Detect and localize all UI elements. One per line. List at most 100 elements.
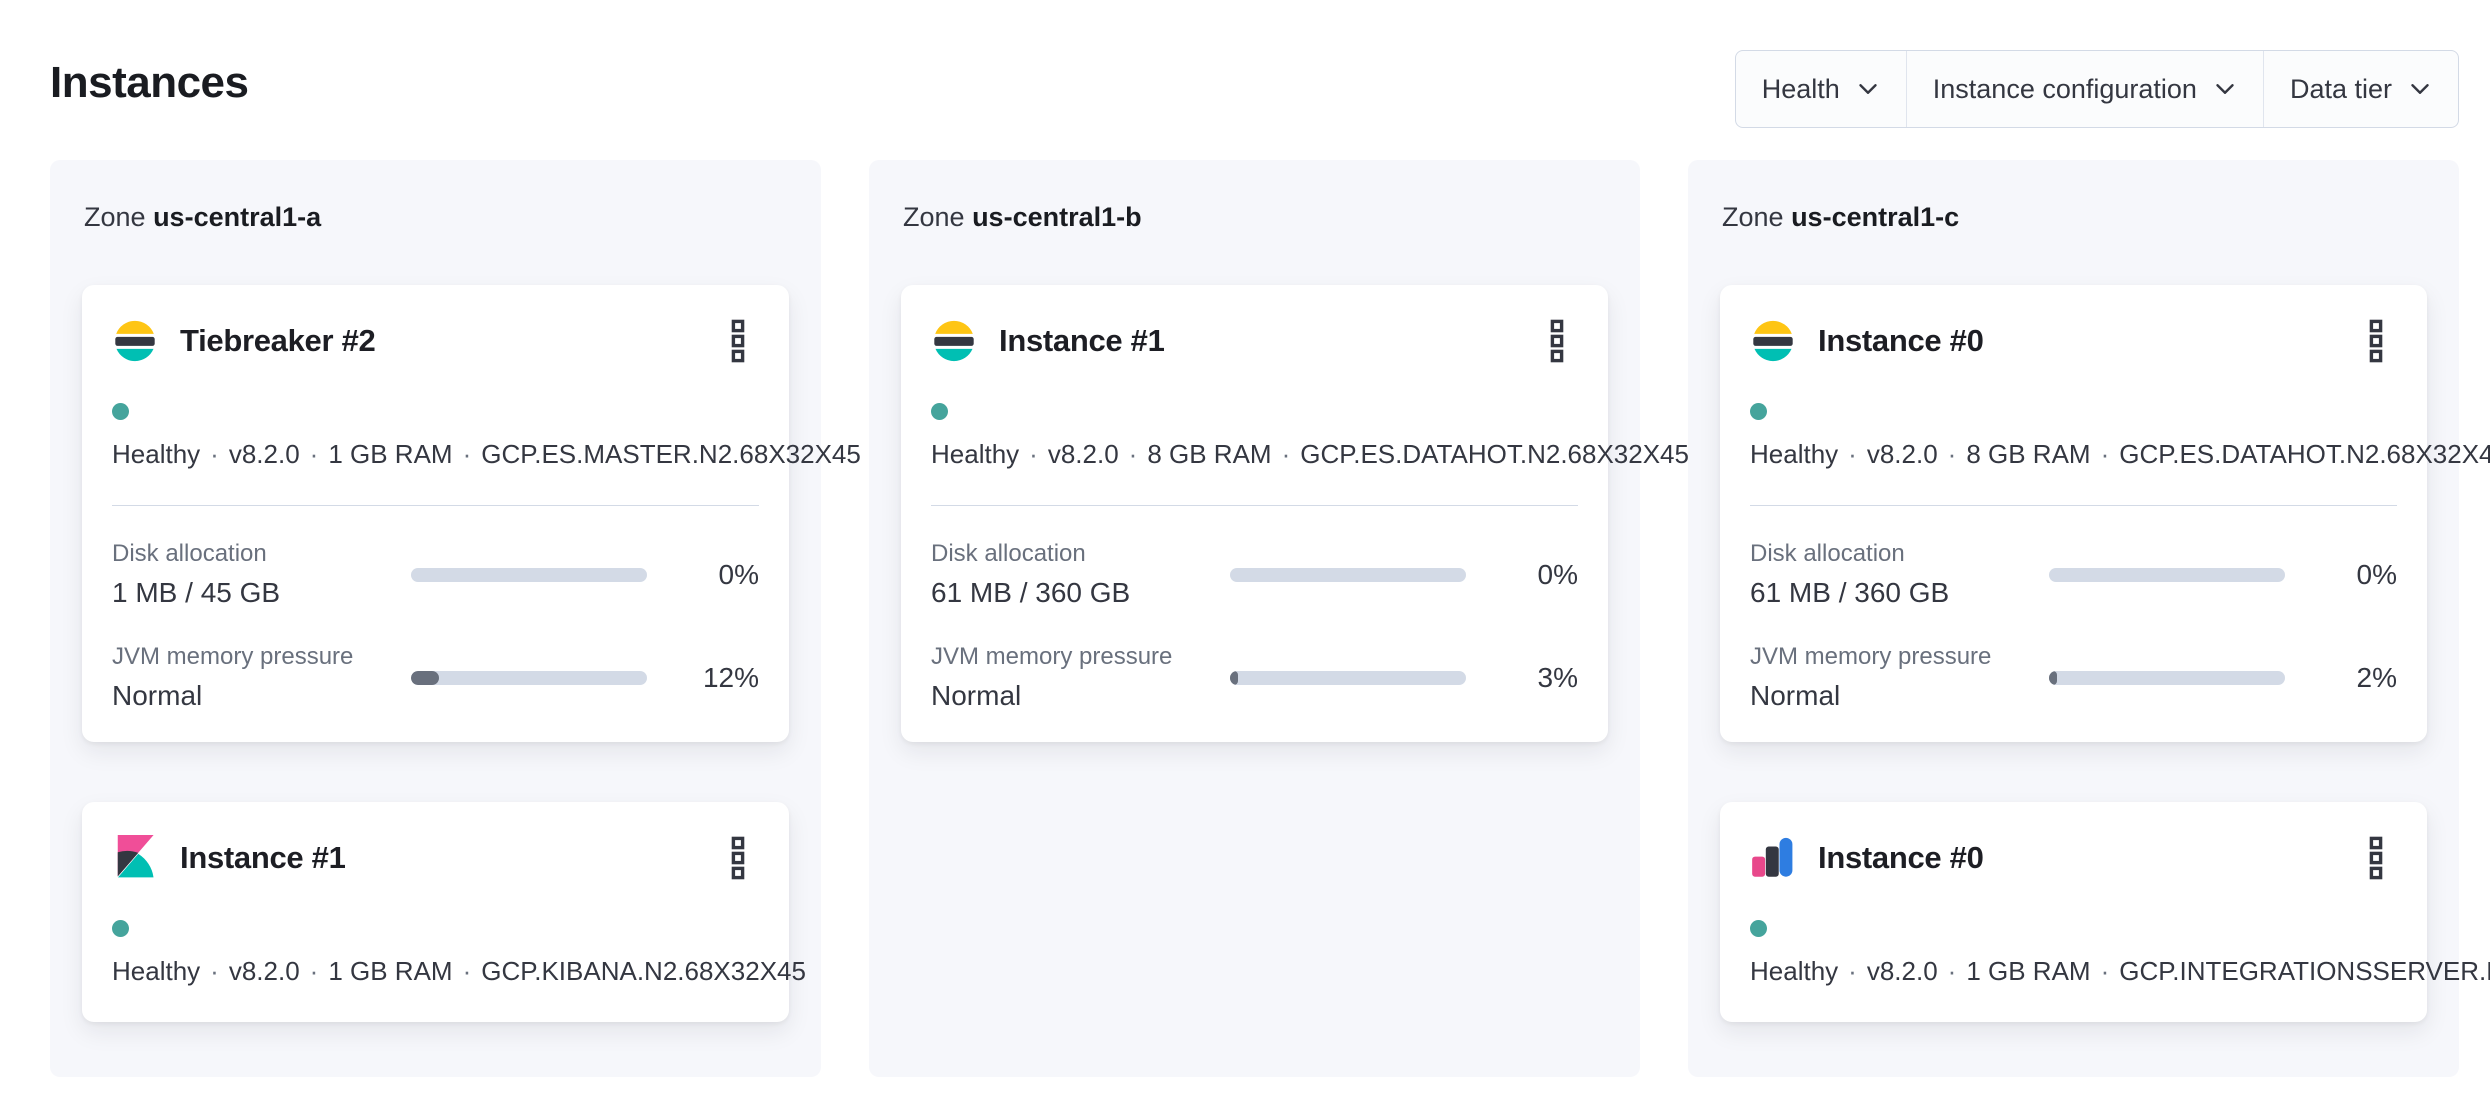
instance-menu-button[interactable] xyxy=(717,832,759,884)
zone-label: Zone us-central1-a xyxy=(84,202,789,233)
zone-label-word: Zone xyxy=(84,202,146,232)
instance-title: Instance #0 xyxy=(1818,840,1984,875)
meta-token: v8.2.0 xyxy=(1047,439,1119,469)
instance-card: Instance #1 Healthy · v8.2.0 · 8 GB RAM · GCP.… xyxy=(901,285,2380,742)
card-divider xyxy=(931,505,1578,506)
meta-token: 1 GB RAM xyxy=(328,956,453,986)
metric-value: Normal xyxy=(931,680,1022,711)
filter-data-tier-button[interactable]: Data tier xyxy=(2264,51,2458,127)
meta-token: Healthy xyxy=(1750,956,1839,986)
filter-health-button[interactable]: Health xyxy=(1736,51,1907,127)
instance-title: Instance #0 xyxy=(1818,323,1984,358)
card-divider xyxy=(112,505,759,506)
metric-value: Normal xyxy=(1750,680,1841,711)
instance-menu-button[interactable] xyxy=(717,315,759,367)
metric-row: JVM memory pressure Normal 2% xyxy=(1750,643,2397,712)
elasticsearch-logo-icon xyxy=(931,318,977,364)
filter-health-label: Health xyxy=(1761,73,1840,104)
instance-title: Instance #1 xyxy=(180,840,346,875)
metric-label: Disk allocation xyxy=(112,540,267,567)
instance-card-header: Instance #1 xyxy=(112,832,759,884)
meta-token: GCP.ES.DATAHOT.N2.68X32X45 xyxy=(2119,439,2490,469)
instance-card: Instance #0 Healthy · v8.2.0 · 8 GB RAM · GCP.… xyxy=(1720,285,2490,742)
zone-panel-us-central1-c: Zone us-central1-c Instance #0 Healthy · v… xyxy=(1688,160,2490,1077)
zone-panel-us-central1-b: Zone us-central1-b Instance #1 Healthy · v… xyxy=(869,160,2380,1077)
instance-card-header: Instance #1 xyxy=(931,315,1578,367)
meta-separator: · xyxy=(210,439,219,469)
instance-card: Instance #0 Healthy · v8.2.0 · 1 GB RAM · GCP.… xyxy=(1720,802,2490,1022)
page-header: Instances Health Instance configuration … xyxy=(0,0,2490,128)
instance-menu-button[interactable] xyxy=(1536,315,1578,367)
metrics: Disk allocation 61 MB / 360 GB 0% JVM me… xyxy=(1750,540,2397,712)
metric-row: JVM memory pressure Normal 12% xyxy=(112,643,759,712)
metric-row: Disk allocation 61 MB / 360 GB 0% xyxy=(931,540,1578,609)
meta-separator: · xyxy=(1128,439,1138,469)
filter-instance-configuration-button[interactable]: Instance configuration xyxy=(1907,51,2264,127)
meta-token: 8 GB RAM xyxy=(1147,439,1272,469)
card-divider xyxy=(1750,505,2397,506)
instance-meta: Healthy · v8.2.0 · 1 GB RAM · GCP.INTEGRATIONS… xyxy=(1750,908,2490,992)
metric-value: 61 MB / 360 GB xyxy=(931,577,1131,608)
progress-bar xyxy=(2049,670,2285,685)
meta-token: v8.2.0 xyxy=(1866,439,1938,469)
meta-separator: · xyxy=(2100,439,2110,469)
instance-card: Instance #1 Healthy · v8.2.0 · 1 GB RAM · GCP.… xyxy=(82,802,806,1022)
elasticsearch-logo-icon xyxy=(934,320,974,362)
meta-separator: · xyxy=(309,439,319,469)
meta-separator: · xyxy=(309,956,319,986)
progress-bar xyxy=(411,567,647,582)
meta-token: GCP.KIBANA.N2.68X32X45 xyxy=(481,956,806,986)
meta-token: GCP.ES.DATAHOT.N2.68X32X45 xyxy=(1300,439,1689,469)
metric-row: Disk allocation 61 MB / 360 GB 0% xyxy=(1750,540,2397,609)
instance-menu-button[interactable] xyxy=(2355,315,2397,367)
zone-name: us-central1-c xyxy=(1791,202,1960,232)
metric-label: Disk allocation xyxy=(931,540,1086,567)
meta-token: GCP.INTEGRATIONSSERVER.N2.68X32X45 xyxy=(2119,956,2490,986)
metric-value: Normal xyxy=(112,680,203,711)
instance-title: Tiebreaker #2 xyxy=(180,323,376,358)
instance-menu-button[interactable] xyxy=(2355,832,2397,884)
metric-percent: 0% xyxy=(718,558,759,590)
zones-container: Zone us-central1-a Tiebreaker #2 Healthy… xyxy=(0,160,2490,1077)
metric-label: Disk allocation xyxy=(1750,540,1905,567)
instance-card-header: Instance #0 xyxy=(1750,832,2397,884)
metric-percent: 0% xyxy=(1537,558,1578,590)
instance-meta: Healthy · v8.2.0 · 1 GB RAM · GCP.ES.MASTER.N2… xyxy=(112,391,1057,475)
elasticsearch-logo-icon xyxy=(1750,318,1796,364)
elasticsearch-logo-icon xyxy=(115,320,155,362)
metrics: Disk allocation 1 MB / 45 GB 0% JVM memo… xyxy=(112,540,759,712)
page-title: Instances xyxy=(50,58,249,107)
boxes-vertical-icon xyxy=(731,836,745,880)
boxes-vertical-icon xyxy=(2369,836,2383,880)
meta-token: v8.2.0 xyxy=(228,439,300,469)
meta-token: 1 GB RAM xyxy=(1966,956,2091,986)
meta-separator: · xyxy=(1848,439,1857,469)
metric-value: 61 MB / 360 GB xyxy=(1750,577,1950,608)
elasticsearch-logo-icon xyxy=(112,318,158,364)
meta-token: GCP.ES.MASTER.N2.68X32X45 xyxy=(481,439,861,469)
meta-token: v8.2.0 xyxy=(1866,956,1938,986)
meta-separator: · xyxy=(1947,439,1957,469)
zone-cards: Instance #0 Healthy · v8.2.0 · 8 GB RAM · GCP.… xyxy=(1720,285,2490,1022)
metric-percent: 12% xyxy=(702,661,759,693)
meta-token: 8 GB RAM xyxy=(1966,439,2091,469)
health-status-dot xyxy=(931,403,948,420)
meta-separator: · xyxy=(1281,439,1291,469)
progress-fill xyxy=(1230,670,1238,685)
zone-label: Zone us-central1-b xyxy=(903,202,1608,233)
progress-fill xyxy=(411,670,440,685)
boxes-vertical-icon xyxy=(1550,319,1564,363)
metric-row: JVM memory pressure Normal 3% xyxy=(931,643,1578,712)
kibana-logo-icon xyxy=(117,835,154,878)
meta-token: Healthy xyxy=(1750,439,1839,469)
boxes-vertical-icon xyxy=(2369,319,2383,363)
meta-token: v8.2.0 xyxy=(228,956,300,986)
progress-bar xyxy=(1230,670,1466,685)
meta-separator: · xyxy=(1947,956,1957,986)
health-status-dot xyxy=(112,403,129,420)
zone-name: us-central1-a xyxy=(153,202,322,232)
health-status-dot xyxy=(112,920,129,937)
instance-card: Tiebreaker #2 Healthy · v8.2.0 · 1 GB RAM · GC… xyxy=(82,285,1057,742)
metric-value: 1 MB / 45 GB xyxy=(112,577,281,608)
zone-label-word: Zone xyxy=(1722,202,1784,232)
